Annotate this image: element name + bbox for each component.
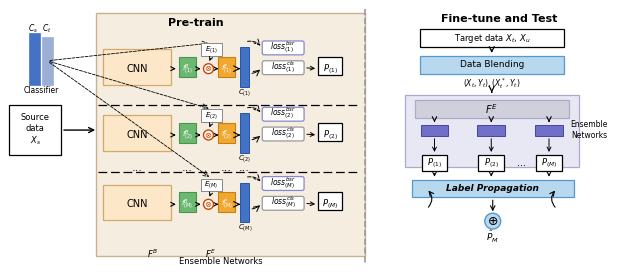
FancyBboxPatch shape: [262, 41, 304, 55]
Text: $f_{(1)}^B$: $f_{(1)}^B$: [182, 62, 193, 76]
FancyBboxPatch shape: [10, 105, 61, 155]
Text: $E_{(2)}$: $E_{(2)}$: [205, 110, 218, 121]
Text: ...: ...: [516, 158, 525, 168]
Text: ...: ...: [239, 163, 250, 173]
FancyBboxPatch shape: [200, 109, 223, 122]
FancyBboxPatch shape: [420, 29, 564, 47]
Text: $P_{(1)}$: $P_{(1)}$: [323, 62, 337, 76]
FancyBboxPatch shape: [318, 57, 342, 75]
Text: $\otimes$: $\otimes$: [204, 64, 212, 73]
Text: $f_{(1)}^E$: $f_{(1)}^E$: [221, 62, 232, 76]
Text: $\otimes$: $\otimes$: [204, 130, 212, 140]
FancyBboxPatch shape: [42, 37, 53, 85]
Text: $C_{(M)}$: $C_{(M)}$: [237, 223, 252, 233]
Text: $loss_{(2)}^{bsr}$: $loss_{(2)}^{bsr}$: [270, 106, 296, 122]
FancyBboxPatch shape: [404, 96, 579, 167]
Text: $C_{(1)}$: $C_{(1)}$: [238, 87, 252, 98]
FancyBboxPatch shape: [103, 115, 171, 151]
Text: Classifier: Classifier: [24, 86, 59, 95]
FancyBboxPatch shape: [262, 196, 304, 210]
Text: ...: ...: [182, 163, 193, 173]
FancyBboxPatch shape: [262, 61, 304, 75]
Text: $\hat{P}_M$: $\hat{P}_M$: [486, 229, 499, 245]
Text: $loss_{(2)}^{cls}$: $loss_{(2)}^{cls}$: [271, 126, 295, 142]
FancyBboxPatch shape: [262, 127, 304, 141]
FancyBboxPatch shape: [179, 123, 196, 143]
Text: $f_{(2)}^B$: $f_{(2)}^B$: [182, 128, 193, 142]
Text: $P_{(M)}$: $P_{(M)}$: [322, 197, 338, 211]
Text: $\oplus$: $\oplus$: [487, 215, 499, 228]
Text: ...: ...: [131, 163, 142, 173]
FancyBboxPatch shape: [420, 125, 449, 136]
FancyBboxPatch shape: [103, 49, 171, 85]
FancyBboxPatch shape: [179, 192, 196, 212]
Text: CNN: CNN: [126, 64, 148, 74]
Circle shape: [484, 213, 500, 229]
Text: $f_{(2)}^E$: $f_{(2)}^E$: [221, 128, 232, 142]
Circle shape: [204, 64, 214, 74]
Circle shape: [204, 130, 214, 140]
Text: $F^B$: $F^B$: [147, 248, 158, 260]
Text: Data Blending: Data Blending: [460, 60, 524, 69]
Text: Target data $X_t$, $X_u$: Target data $X_t$, $X_u$: [454, 31, 530, 44]
FancyBboxPatch shape: [262, 107, 304, 121]
FancyBboxPatch shape: [103, 185, 171, 220]
Text: Source
data
$X_s$: Source data $X_s$: [20, 113, 50, 147]
Text: $loss_{(1)}^{bsr}$: $loss_{(1)}^{bsr}$: [270, 40, 296, 56]
FancyBboxPatch shape: [241, 183, 250, 222]
FancyBboxPatch shape: [318, 192, 342, 210]
Text: ...: ...: [221, 163, 232, 173]
FancyBboxPatch shape: [241, 113, 250, 153]
Text: $P_{(2)}$: $P_{(2)}$: [323, 128, 337, 142]
FancyBboxPatch shape: [478, 155, 504, 171]
Text: Ensemble
Networks: Ensemble Networks: [570, 120, 607, 140]
FancyBboxPatch shape: [96, 13, 365, 256]
FancyBboxPatch shape: [412, 180, 574, 197]
FancyBboxPatch shape: [420, 56, 564, 74]
FancyBboxPatch shape: [477, 125, 505, 136]
FancyBboxPatch shape: [200, 179, 223, 191]
FancyBboxPatch shape: [218, 57, 236, 77]
Text: $loss_{(1)}^{cls}$: $loss_{(1)}^{cls}$: [271, 60, 295, 76]
FancyBboxPatch shape: [535, 125, 563, 136]
FancyBboxPatch shape: [200, 43, 223, 56]
Text: $F^E$: $F^E$: [485, 102, 498, 116]
Text: CNN: CNN: [126, 130, 148, 140]
Text: $f_{(M)}^E$: $f_{(M)}^E$: [221, 197, 233, 211]
Text: Fine-tune and Test: Fine-tune and Test: [441, 14, 557, 24]
FancyBboxPatch shape: [262, 177, 304, 191]
Text: $P_{(M)}$: $P_{(M)}$: [541, 156, 557, 170]
FancyBboxPatch shape: [218, 192, 236, 212]
Text: Pre-train: Pre-train: [168, 18, 223, 28]
Text: $f_{(M)}^B$: $f_{(M)}^B$: [181, 197, 193, 211]
Text: $(X_t, Y_t), (X_t^*, Y_t)$: $(X_t, Y_t), (X_t^*, Y_t)$: [463, 76, 520, 91]
Text: $C_{(2)}$: $C_{(2)}$: [238, 153, 252, 164]
FancyBboxPatch shape: [241, 47, 250, 87]
Text: $\otimes$: $\otimes$: [204, 200, 212, 209]
Text: Label Propagation: Label Propagation: [446, 184, 539, 193]
FancyBboxPatch shape: [179, 57, 196, 77]
Text: $C_t$: $C_t$: [42, 23, 52, 35]
Text: $F^E$: $F^E$: [205, 248, 216, 260]
Text: $C_s$: $C_s$: [28, 23, 38, 35]
Text: $P_{(1)}$: $P_{(1)}$: [427, 156, 442, 170]
FancyBboxPatch shape: [536, 155, 562, 171]
Text: CNN: CNN: [126, 199, 148, 209]
Text: $loss_{(M)}^{cls}$: $loss_{(M)}^{cls}$: [271, 195, 296, 211]
Text: Ensemble Networks: Ensemble Networks: [179, 257, 262, 266]
FancyBboxPatch shape: [318, 123, 342, 141]
Text: $E_{(M)}$: $E_{(M)}$: [204, 180, 218, 190]
FancyBboxPatch shape: [29, 33, 40, 85]
FancyBboxPatch shape: [218, 123, 236, 143]
Text: $P_{(2)}$: $P_{(2)}$: [484, 156, 499, 170]
Circle shape: [204, 199, 214, 209]
FancyBboxPatch shape: [415, 100, 569, 118]
Text: $E_{(1)}$: $E_{(1)}$: [205, 44, 218, 55]
Text: $loss_{(M)}^{bsr}$: $loss_{(M)}^{bsr}$: [270, 176, 296, 192]
FancyBboxPatch shape: [422, 155, 447, 171]
